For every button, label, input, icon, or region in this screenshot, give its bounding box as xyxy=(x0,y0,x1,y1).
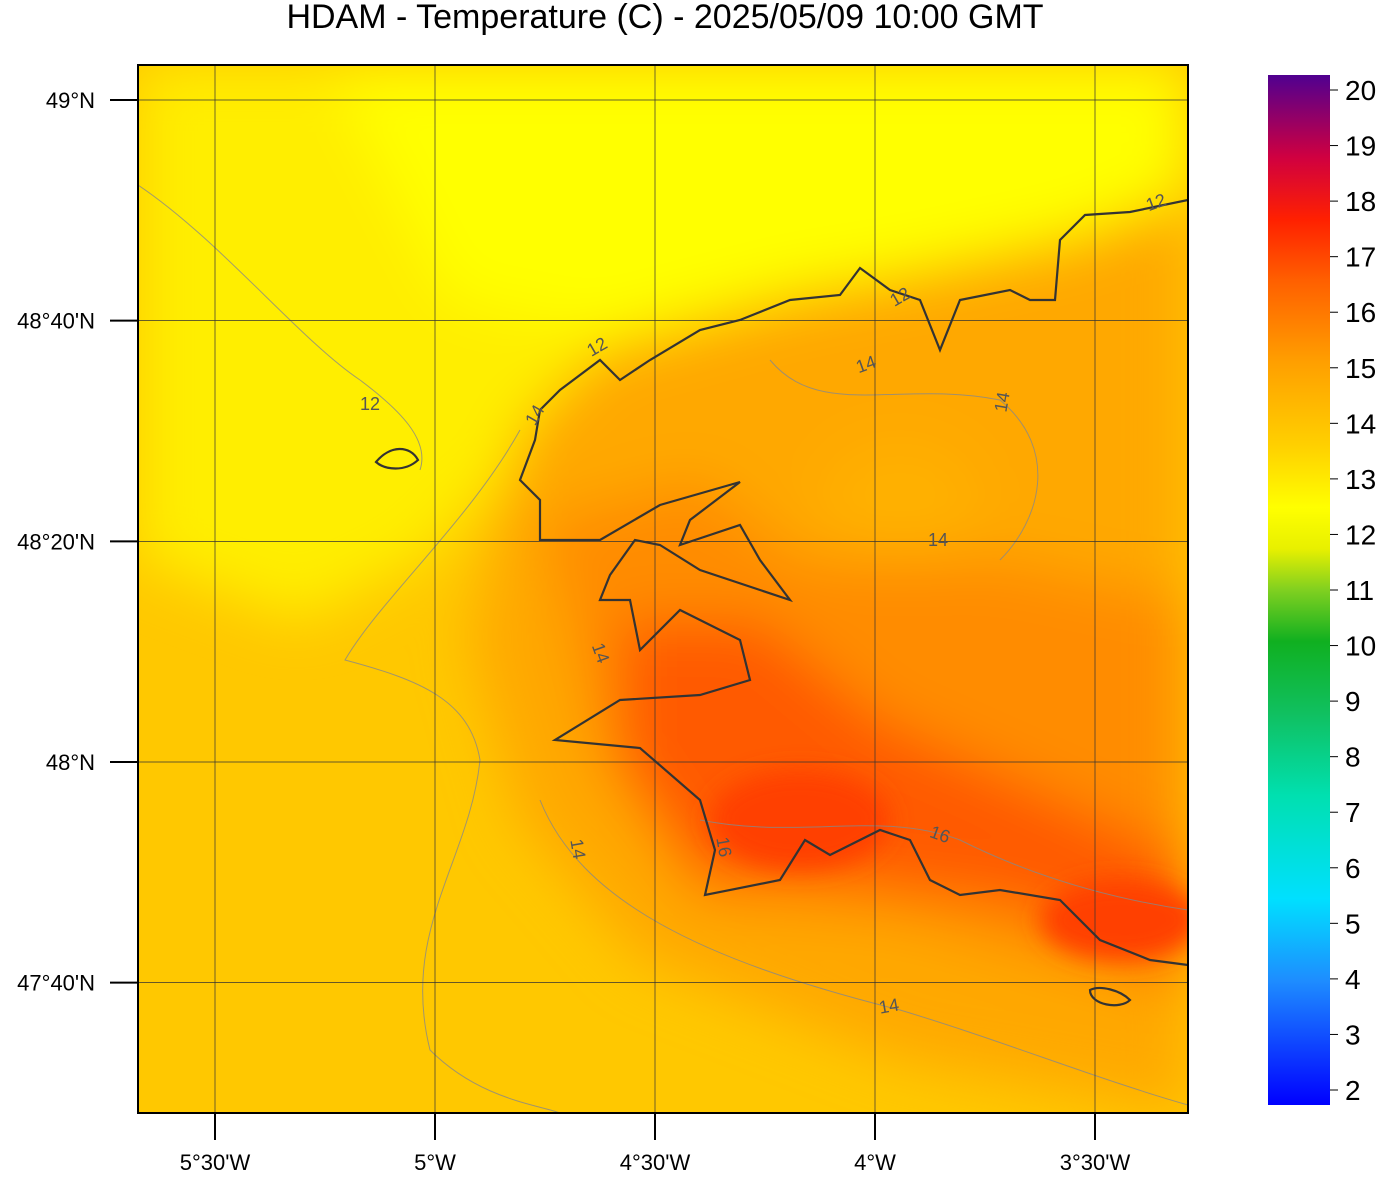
colorbar-label: 12 xyxy=(1345,519,1376,550)
colorbar-label: 8 xyxy=(1345,742,1361,773)
colorbar-label: 18 xyxy=(1345,186,1376,217)
colorbar-label: 9 xyxy=(1345,686,1361,717)
colorbar xyxy=(1268,75,1330,1105)
lat-label: 48°20'N xyxy=(17,529,95,554)
colorbar-label: 5 xyxy=(1345,908,1361,939)
colorbar-label: 20 xyxy=(1345,75,1376,106)
lat-label: 47°40'N xyxy=(17,971,95,996)
colorbar-label: 2 xyxy=(1345,1075,1361,1106)
contour-label: 16 xyxy=(712,835,735,858)
colorbar-label: 17 xyxy=(1345,242,1376,273)
contour-label: 12 xyxy=(360,394,380,414)
lon-label: 3°30'W xyxy=(1060,1150,1131,1175)
colorbar-label: 3 xyxy=(1345,1019,1361,1050)
lat-label: 49°N xyxy=(46,88,95,113)
lon-label: 5°30'W xyxy=(180,1150,251,1175)
lat-label: 48°N xyxy=(46,750,95,775)
contour-label: 14 xyxy=(566,837,589,860)
colorbar-label: 4 xyxy=(1345,964,1361,995)
lat-label: 48°40'N xyxy=(17,309,95,334)
colorbar-label: 10 xyxy=(1345,631,1376,662)
colorbar-label: 19 xyxy=(1345,131,1376,162)
colorbar-label: 6 xyxy=(1345,853,1361,884)
lon-label: 4°W xyxy=(854,1150,896,1175)
colorbar-label: 7 xyxy=(1345,797,1361,828)
coastline xyxy=(374,198,1188,1007)
colorbar-label: 14 xyxy=(1345,408,1376,439)
contour-label: 14 xyxy=(928,530,948,550)
colorbar-label: 13 xyxy=(1345,464,1376,495)
contour-label: 14 xyxy=(877,995,900,1018)
plot-frame xyxy=(137,64,1189,1114)
lon-label: 5°W xyxy=(414,1150,456,1175)
map-title: HDAM - Temperature (C) - 2025/05/09 10:0… xyxy=(286,0,1043,36)
colorbar-label: 11 xyxy=(1345,575,1374,606)
lon-label: 4°30'W xyxy=(620,1150,691,1175)
colorbar-label: 16 xyxy=(1345,297,1376,328)
contour-label: 14 xyxy=(991,390,1014,413)
colorbar-label: 15 xyxy=(1345,353,1376,384)
